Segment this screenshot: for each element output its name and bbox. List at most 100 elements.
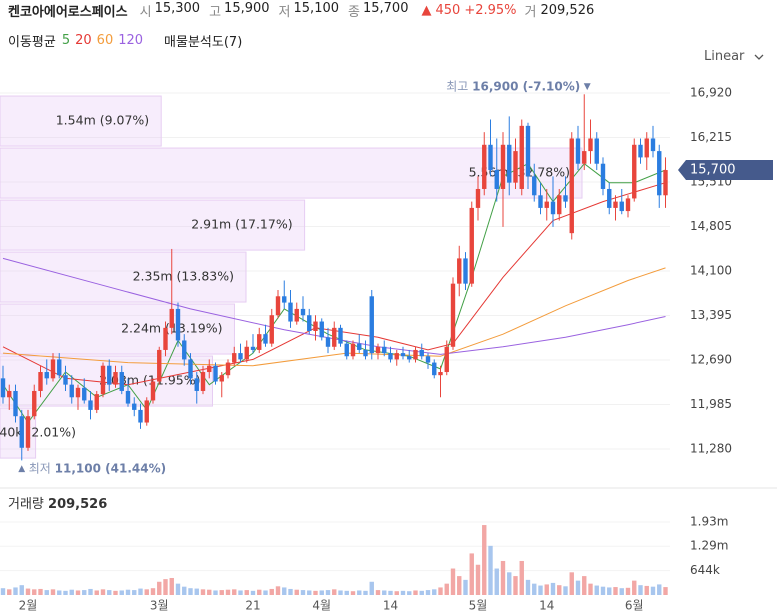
change: 450: [435, 3, 461, 18]
header-fields: 시 15,300 고 15,900 저 15,100 종 15,700: [140, 1, 418, 20]
volume-bar: [75, 590, 81, 595]
candle-body: [213, 365, 218, 382]
volume-bar: [269, 588, 274, 595]
profile-bar: [0, 303, 235, 355]
candle-body: [307, 315, 312, 331]
candle-body: [300, 308, 306, 316]
volume-bar: [19, 585, 24, 595]
volume-bar: [307, 590, 312, 595]
header: 켄코아에어로스페이스 시 15,300 고 15,900 저 15,100 종 15,700 …: [8, 1, 598, 20]
candle-body: [275, 296, 281, 316]
ma-legend-item: 20: [75, 33, 92, 48]
x-tick-label: 21: [245, 599, 260, 613]
annotation-part: 16,900 (-7.10%): [472, 79, 580, 93]
volume-bar: [232, 589, 237, 595]
volume-bar: [169, 577, 174, 595]
candle-body: [357, 343, 362, 350]
volume-bar: [382, 590, 387, 595]
volume-bar: [263, 590, 268, 595]
volume-bar: [569, 572, 574, 595]
stock-name: 켄코아에어로스페이스: [8, 5, 128, 20]
volume-bar: [257, 589, 262, 595]
volume-bar: [657, 584, 662, 595]
candle-body: [638, 144, 643, 158]
candle-body: [75, 387, 81, 398]
candle-body: [513, 151, 518, 183]
profile-toggle[interactable]: 매물분석도(7): [164, 35, 243, 50]
candle-body: [363, 349, 368, 357]
volume-bar: [244, 590, 249, 595]
field-value: 15,100: [293, 1, 340, 16]
volume-bar: [163, 579, 168, 595]
candle-body: [644, 138, 649, 158]
profile-label: 2.03m (11.95%): [99, 373, 200, 388]
candle-body: [125, 390, 131, 404]
candle-body: [163, 327, 168, 350]
volume-bar: [225, 589, 231, 595]
candle-body: [188, 359, 193, 379]
profile-label: 5.56m (32.78%): [469, 165, 570, 180]
candle-body: [544, 201, 549, 208]
candle-body: [532, 176, 537, 196]
x-tick-label: 3월: [150, 599, 169, 613]
volume-bar: [600, 586, 606, 595]
volume-bar: [194, 588, 199, 595]
candle-body: [7, 390, 12, 398]
last-price-label: 15,700: [690, 163, 736, 178]
volume-bar: [300, 590, 306, 595]
volume-bar: [0, 588, 6, 595]
candle-body: [463, 258, 468, 284]
scale-mode[interactable]: Linear: [704, 49, 764, 64]
last-price-tag: [678, 160, 773, 181]
volume-bar: [369, 581, 374, 595]
volume-bar: [363, 590, 368, 595]
high-marker: ▼: [584, 82, 591, 92]
candle-body: [563, 195, 568, 202]
candle-body: [194, 378, 199, 391]
x-tick-label: 14: [383, 599, 398, 613]
volume-bar: [125, 589, 131, 595]
volume-bar: [638, 585, 643, 595]
volume-bar: [525, 579, 531, 595]
candle-body: [94, 394, 99, 410]
volume-bar: [388, 590, 393, 595]
y-tick-label: 11,985: [690, 397, 732, 411]
volume-label: 거: [524, 5, 537, 20]
ma-line: [2, 182, 666, 386]
volume-bar: [38, 588, 43, 595]
candle-body: [632, 144, 637, 199]
volume-value: 209,526: [540, 3, 595, 18]
volume-bar: [325, 590, 331, 595]
candle-body: [557, 195, 562, 215]
volume-bar: [438, 587, 443, 595]
candle-body: [50, 359, 56, 379]
volume-bar: [107, 590, 112, 595]
candle-body: [219, 375, 224, 382]
candle-body: [613, 201, 618, 208]
field-value: 15,900: [224, 1, 270, 16]
x-tick-label: 5월: [469, 599, 488, 613]
candle-body: [375, 346, 381, 354]
candle-body: [657, 151, 662, 196]
volume-bar: [575, 580, 581, 595]
volume-bar: [394, 591, 399, 595]
volume-bar: [13, 587, 18, 595]
volume-bar: [25, 588, 31, 595]
volume-tick-label: 644k: [690, 563, 720, 577]
candle-body: [588, 138, 593, 152]
candle-body: [157, 349, 162, 382]
volume-bar: [57, 590, 62, 595]
candle-body: [538, 195, 543, 208]
candle-body: [257, 334, 262, 350]
profile-label: 1.54m (9.07%): [56, 113, 149, 128]
candle-body: [282, 296, 287, 303]
volume-bar: [157, 581, 162, 595]
volume-bar: [513, 576, 518, 595]
volume-bar: [82, 590, 87, 595]
candle-body: [82, 387, 87, 401]
annotation-part: 최저: [29, 461, 51, 475]
change-arrow: ▲: [421, 3, 432, 18]
volume-bar: [313, 590, 318, 595]
y-tick-label: 11,280: [690, 442, 732, 456]
volume-bar: [182, 586, 187, 595]
